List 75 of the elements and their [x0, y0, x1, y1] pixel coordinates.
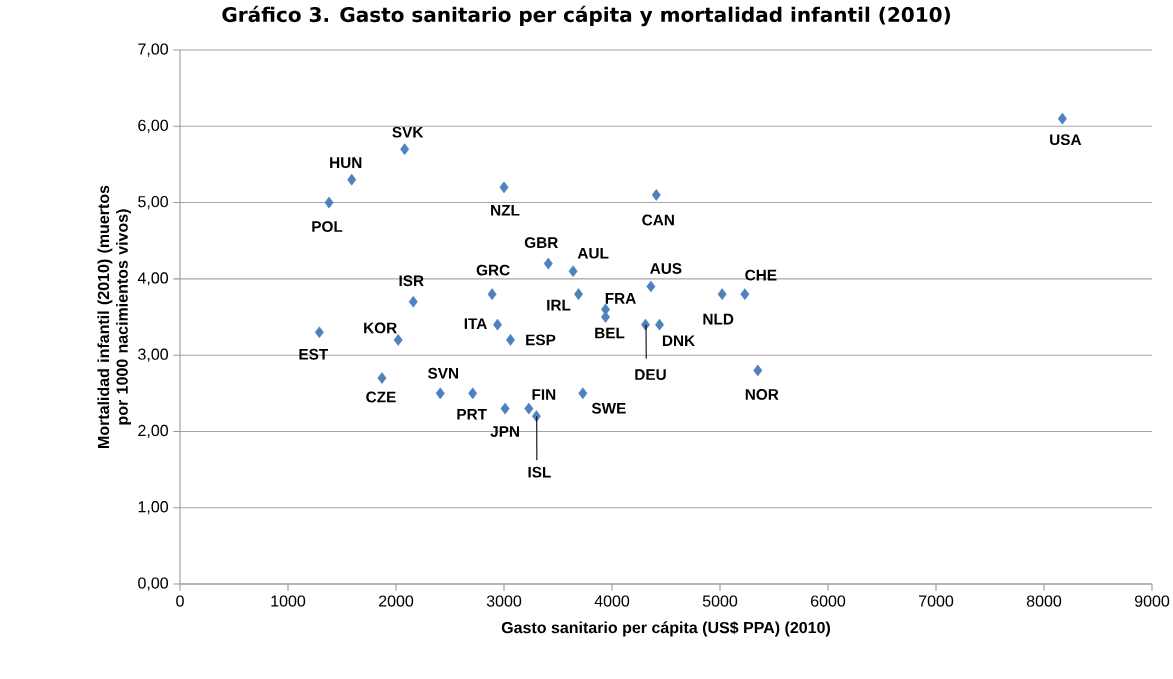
x-tick-label: 5000 [702, 595, 738, 607]
annotation: ESP [526, 334, 556, 346]
x-tick-label: 6000 [811, 595, 846, 607]
annotation: USA [1050, 134, 1082, 146]
annotation: IRL [547, 299, 571, 311]
point [500, 402, 510, 415]
y-tick-label: 3,00 [138, 348, 169, 362]
annotation: GRC [476, 264, 510, 276]
annotation: FIN [532, 389, 556, 400]
y-tick-label: 7,00 [138, 43, 169, 57]
point [717, 288, 727, 300]
point [578, 387, 588, 400]
point [740, 288, 750, 300]
annotation: KOR [364, 322, 397, 334]
x-tick-label: 4000 [594, 595, 630, 607]
annotation: PRT [457, 409, 487, 420]
y-tick-label: 4,00 [137, 272, 169, 286]
x-tick-label: 1000 [271, 595, 306, 607]
point [347, 173, 357, 186]
point [753, 364, 763, 377]
annotation: JPN [490, 426, 519, 437]
point [499, 181, 509, 194]
annotation: SVK [392, 126, 424, 138]
point [1057, 112, 1067, 125]
point [393, 334, 403, 346]
annotation: NOR [745, 388, 779, 400]
x-tick-label: 8000 [1026, 595, 1062, 607]
annotation: SWE [591, 402, 626, 414]
point [314, 326, 324, 339]
point [435, 387, 445, 400]
annotation: ISR [399, 275, 424, 287]
x-tick-label: 9000 [1134, 595, 1170, 607]
point [524, 402, 534, 415]
annotation: EST [299, 348, 329, 360]
annotation: CAN [642, 214, 674, 226]
annotation: ISL [528, 466, 551, 478]
x-axis-title: Gasto sanitario per cápita (US$ PPA) (2010) [501, 621, 830, 637]
annotation: CZE [366, 391, 396, 403]
y-tick-label: 0,00 [138, 577, 169, 591]
point [487, 288, 497, 300]
annotation: CHE [745, 269, 777, 281]
annotation: NLD [703, 313, 734, 325]
point [646, 280, 656, 293]
point [377, 372, 387, 384]
annotation: FRA [605, 293, 636, 304]
annotation: SVN [427, 367, 459, 379]
y-tick-label: 1,00 [138, 501, 169, 515]
annotation: POL [312, 221, 343, 233]
point [651, 189, 661, 201]
y-axis-title: Mortalidad infantil (2010) (muertos por 1000 nacimientos vivos) [97, 185, 132, 448]
point [574, 288, 583, 300]
x-tick-label: 3000 [486, 595, 522, 607]
y-tick-label: 5,00 [138, 195, 169, 210]
y-tick-label: 6,00 [138, 119, 169, 133]
y-tick-label: 2,00 [138, 424, 169, 439]
chart-title: Gráfico 3. Gasto sanitario per cápita y mortalidad infantil (2010) [222, 5, 951, 27]
annotation: HUN [330, 157, 362, 169]
annotation: DEU [635, 369, 666, 380]
point [400, 143, 410, 156]
annotation: NZL [491, 205, 520, 216]
annotation: ITA [464, 318, 487, 329]
annotation: AUS [650, 263, 682, 274]
annotation: DNK [662, 335, 695, 346]
point [468, 387, 478, 400]
annotation: AUL [577, 247, 609, 259]
x-tick-label: 7000 [919, 595, 954, 607]
point [324, 196, 334, 209]
x-tick-label: 2000 [379, 595, 414, 607]
point [408, 295, 418, 308]
point [543, 257, 553, 270]
point [568, 265, 578, 278]
annotation: BEL [595, 327, 625, 339]
x-tick-label: 0 [176, 595, 184, 607]
annotation: GBR [524, 237, 558, 249]
point [506, 334, 515, 346]
